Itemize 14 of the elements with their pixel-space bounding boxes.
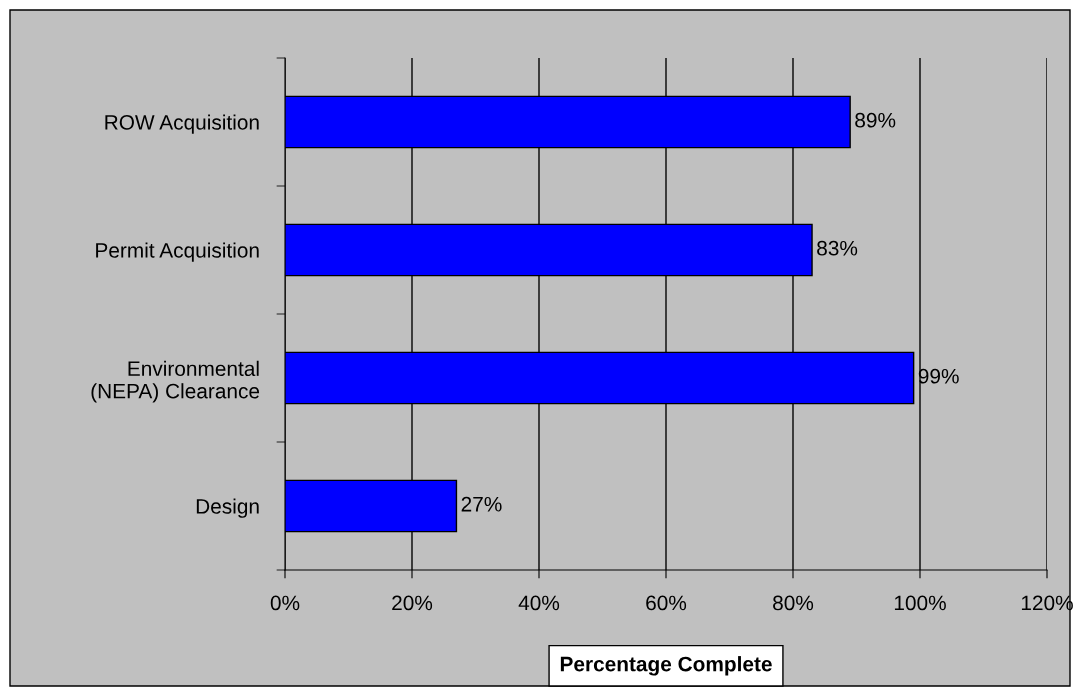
y-tick-label: Permit Acquisition [96, 242, 259, 262]
y-tick-label: Environmental (NEPA) Clearance [91, 360, 260, 403]
x-tick-label: 100% [894, 595, 946, 611]
y-tick-label: ROW Acquisition [105, 114, 259, 134]
x-tick-label: 60% [646, 595, 687, 611]
x-tick-label: 80% [773, 595, 814, 611]
x-axis-title: Percentage Complete [560, 656, 772, 676]
y-tick-label: Design [196, 498, 259, 518]
data-label: 27% [461, 496, 502, 512]
x-tick-label: 20% [392, 595, 433, 611]
data-label: 89% [855, 112, 896, 128]
x-tick-label: 40% [518, 595, 560, 611]
x-tick-label: 0% [270, 595, 300, 611]
data-label: 83% [817, 240, 858, 256]
